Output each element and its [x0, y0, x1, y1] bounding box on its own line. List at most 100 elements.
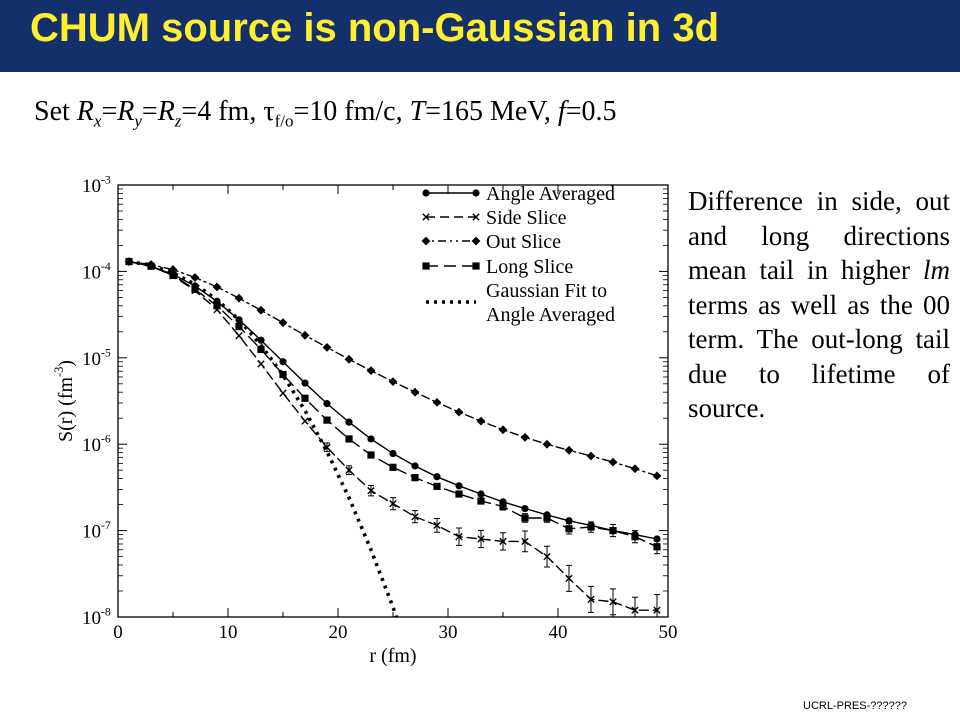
data-point [609, 527, 617, 535]
data-point [191, 285, 199, 293]
series-line-4 [128, 259, 399, 617]
data-point [565, 517, 573, 525]
data-point [653, 606, 661, 614]
data-point [323, 416, 331, 424]
param-eq1: = [101, 96, 118, 127]
data-point [345, 466, 353, 474]
plot-frame [117, 184, 669, 618]
param-t: T [409, 96, 426, 127]
data-point [279, 358, 287, 366]
data-point [389, 463, 397, 471]
data-point [257, 360, 265, 368]
data-point [432, 397, 442, 407]
series-group-4 [128, 259, 399, 617]
data-point [344, 354, 354, 364]
data-point [608, 457, 618, 467]
legend-marker [421, 236, 431, 246]
data-point [125, 257, 133, 266]
legend-marker [472, 189, 480, 197]
data-point [498, 425, 508, 435]
param-eq2: = [141, 96, 158, 127]
data-point [630, 464, 640, 474]
param-eq3: =4 fm, [181, 96, 264, 127]
series-group-2 [124, 257, 662, 481]
data-point [564, 445, 574, 455]
footer-code: UCRL-PRES-?????? [803, 700, 907, 712]
param-tau: τ [263, 96, 275, 127]
y-tick-label: 10-4 [82, 260, 111, 284]
data-point [389, 449, 397, 458]
data-point [367, 451, 375, 459]
data-point [367, 486, 375, 495]
data-point [190, 273, 200, 282]
x-tick-label: 50 [659, 622, 678, 643]
data-point [411, 474, 419, 482]
x-tick-label: 20 [329, 622, 348, 643]
data-point [543, 514, 551, 522]
data-point [521, 504, 529, 513]
data-point [345, 435, 353, 443]
param-rz: R [157, 96, 175, 127]
data-point [257, 345, 265, 354]
data-point [213, 302, 221, 310]
data-point [520, 432, 530, 442]
data-point [212, 282, 222, 292]
data-point [543, 552, 551, 561]
legend-label: Long Slice [486, 256, 573, 278]
data-point [147, 262, 155, 270]
data-point [652, 471, 662, 481]
series-group-3 [125, 257, 661, 555]
data-point [345, 418, 353, 426]
data-point [411, 462, 419, 470]
data-point [366, 366, 376, 376]
data-point [454, 407, 464, 417]
data-point [653, 543, 661, 551]
param-f: f [557, 96, 566, 127]
data-point [586, 451, 596, 461]
param-ry: R [117, 96, 135, 127]
y-axis-label: S(r) (fm-3) [52, 360, 77, 442]
data-point [521, 537, 529, 546]
data-point [433, 473, 441, 481]
data-point [499, 502, 507, 511]
data-point [631, 606, 639, 614]
data-point [257, 336, 265, 344]
data-point [455, 490, 463, 498]
x-tick-label: 10 [219, 622, 238, 643]
source-function-chart: 0 10 20 30 40 50 10-8 10-7 10-6 10-5 10-4 10-3 r (fm… [52, 173, 678, 667]
data-point [301, 417, 309, 425]
legend-label: Side Slice [486, 207, 567, 229]
data-point [455, 482, 463, 490]
x-tick-label: 30 [439, 622, 458, 643]
data-point [322, 342, 332, 352]
legend-marker [422, 262, 430, 270]
legend-marker [472, 213, 480, 221]
param-eq6: =0.5 [565, 96, 617, 127]
param-set-label: Set [34, 96, 77, 127]
data-point [476, 416, 486, 426]
description-lm: lm [923, 255, 950, 285]
param-eq4: =10 fm/c, [293, 96, 410, 127]
data-point [323, 400, 331, 408]
x-tick-label: 40 [549, 622, 568, 643]
legend-marker [471, 236, 481, 246]
title-bar: CHUM source is non-Gaussian in 3d [0, 0, 960, 72]
param-rz-sub: z [174, 111, 182, 131]
data-point [499, 537, 507, 546]
data-point [235, 332, 243, 340]
data-point [411, 512, 419, 521]
data-point [433, 521, 441, 530]
data-point [389, 499, 397, 508]
data-point [587, 595, 595, 604]
param-rx-sub: x [93, 111, 102, 131]
legend-label: Angle Averaged [486, 183, 615, 205]
data-point [301, 379, 309, 387]
y-tick-label: 10-3 [82, 173, 111, 197]
data-point [300, 330, 310, 340]
data-point [477, 535, 485, 543]
data-point [653, 535, 661, 543]
y-tick-label: 10-8 [82, 605, 111, 629]
data-point [410, 387, 420, 397]
data-point [169, 271, 177, 279]
